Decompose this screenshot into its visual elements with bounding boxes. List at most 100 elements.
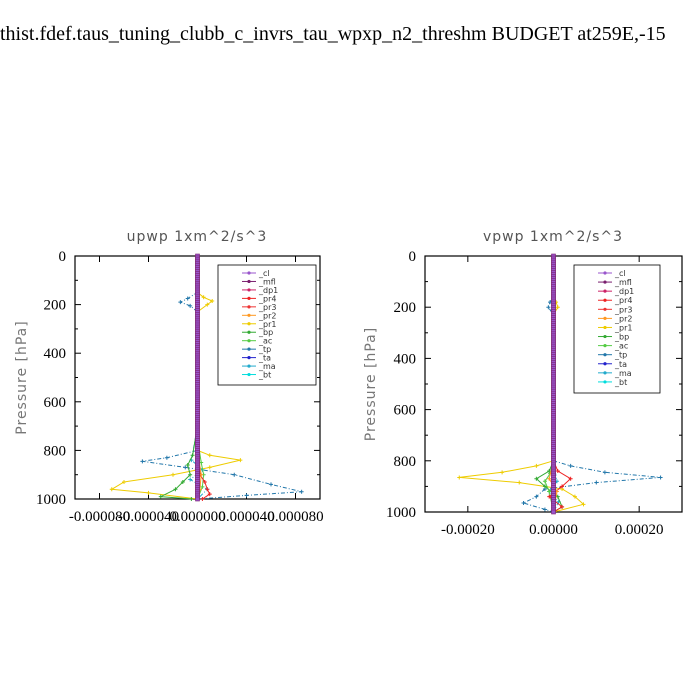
panel-title: upwp 1xm^2/s^3 bbox=[127, 229, 268, 245]
series-point bbox=[200, 497, 205, 501]
series-point bbox=[188, 477, 193, 482]
series-point bbox=[238, 458, 243, 463]
series-point bbox=[109, 487, 114, 492]
legend-marker bbox=[247, 356, 251, 360]
series-point bbox=[500, 470, 505, 475]
upwp-panel: upwp 1xm^2/s^3 Pressure [hPa] 0 200 400 600 80… bbox=[14, 229, 324, 525]
x-tick-label: 0.000080 bbox=[267, 509, 323, 525]
legend-marker bbox=[247, 296, 251, 300]
series-point bbox=[602, 470, 607, 475]
x-tick-label: 0.000040 bbox=[218, 509, 274, 525]
y-tick-label: 0 bbox=[59, 249, 67, 265]
y-tick-label: 200 bbox=[394, 300, 417, 316]
x-tick-label: -0.000040 bbox=[118, 509, 179, 525]
series-point bbox=[207, 492, 212, 497]
series-point bbox=[299, 489, 304, 494]
legend-marker bbox=[247, 322, 251, 326]
legend-marker bbox=[603, 289, 607, 293]
legend-marker bbox=[603, 353, 607, 357]
legend-label: _cl bbox=[258, 269, 270, 278]
y-tick-label: 200 bbox=[44, 298, 67, 314]
legend-marker bbox=[247, 305, 251, 309]
legend-marker bbox=[603, 344, 607, 348]
series-point bbox=[555, 469, 560, 474]
series-point bbox=[183, 465, 188, 470]
series-point bbox=[542, 484, 547, 489]
series-point bbox=[542, 507, 547, 512]
legend-label: _dp1 bbox=[258, 286, 278, 295]
series-point bbox=[560, 484, 565, 489]
legend-label: _ma bbox=[258, 362, 276, 371]
series-line bbox=[459, 256, 585, 513]
series-point bbox=[568, 476, 573, 481]
legend-marker bbox=[603, 371, 607, 375]
legend-marker bbox=[603, 362, 607, 366]
legend-label: _ta bbox=[258, 354, 271, 363]
series-point bbox=[534, 463, 539, 468]
series-point bbox=[205, 302, 210, 307]
series-point bbox=[534, 494, 539, 499]
x-tick-label: -0.000080 bbox=[69, 509, 130, 525]
series-point bbox=[185, 462, 190, 467]
legend-marker bbox=[603, 334, 607, 339]
legend-label: _pr4 bbox=[614, 296, 632, 305]
x-tick-label: 0.000000 bbox=[169, 509, 225, 525]
series-point bbox=[581, 502, 586, 507]
legend-marker bbox=[247, 372, 251, 377]
series-point bbox=[200, 484, 205, 489]
series-point bbox=[178, 300, 183, 305]
series-point bbox=[547, 494, 552, 499]
series-point bbox=[560, 504, 565, 509]
series-point bbox=[658, 475, 663, 480]
x-tick-label: -0.00020 bbox=[441, 522, 495, 538]
series-point bbox=[122, 479, 126, 484]
series-point bbox=[189, 497, 194, 501]
series-point bbox=[158, 494, 163, 499]
series-point bbox=[594, 480, 599, 485]
series-point bbox=[232, 472, 237, 477]
series-point bbox=[457, 475, 462, 480]
series-line bbox=[110, 256, 241, 500]
legend-marker bbox=[247, 364, 251, 368]
legend-label: _bp bbox=[258, 328, 273, 337]
y-tick-label: 400 bbox=[44, 346, 67, 362]
legend-marker bbox=[247, 339, 251, 343]
series-point bbox=[207, 465, 212, 470]
legend-label: _pr1 bbox=[614, 323, 632, 332]
series-point bbox=[521, 501, 526, 506]
legend-marker bbox=[603, 380, 607, 384]
series-point bbox=[140, 459, 145, 464]
legend-marker bbox=[603, 298, 607, 302]
legend-box bbox=[573, 264, 661, 394]
series-point bbox=[188, 303, 193, 308]
legend-label: _bt bbox=[258, 371, 271, 380]
legend-marker bbox=[603, 280, 607, 284]
series-point bbox=[517, 480, 522, 485]
legend-label: _cl bbox=[614, 269, 626, 278]
y-tick-label: 600 bbox=[44, 395, 67, 411]
legend-marker bbox=[247, 279, 251, 284]
y-tick-label: 800 bbox=[44, 443, 67, 459]
series-point bbox=[572, 494, 577, 499]
legend-label: _tp bbox=[614, 351, 627, 360]
legend-label: _pr3 bbox=[614, 305, 632, 314]
series-point bbox=[199, 472, 204, 477]
series-point bbox=[555, 305, 560, 310]
y-tick-label: 1000 bbox=[36, 492, 66, 508]
x-tick-label: 0.00020 bbox=[615, 522, 664, 538]
legend-label: _bt bbox=[614, 378, 627, 387]
legend-marker bbox=[603, 325, 607, 330]
series-point bbox=[210, 298, 215, 303]
series-point bbox=[244, 493, 249, 498]
legend-marker bbox=[247, 330, 251, 334]
series-point bbox=[195, 496, 200, 502]
y-tick-label: 0 bbox=[409, 249, 417, 265]
series-point bbox=[205, 487, 210, 492]
legend-label: _mfl bbox=[258, 277, 276, 286]
legend-label: _pr3 bbox=[258, 303, 276, 312]
y-tick-label: 800 bbox=[394, 454, 417, 470]
series-point bbox=[188, 472, 193, 477]
legend-marker bbox=[603, 316, 607, 320]
y-tick-label: 400 bbox=[394, 351, 417, 367]
legend-label: _mfl bbox=[614, 278, 632, 287]
